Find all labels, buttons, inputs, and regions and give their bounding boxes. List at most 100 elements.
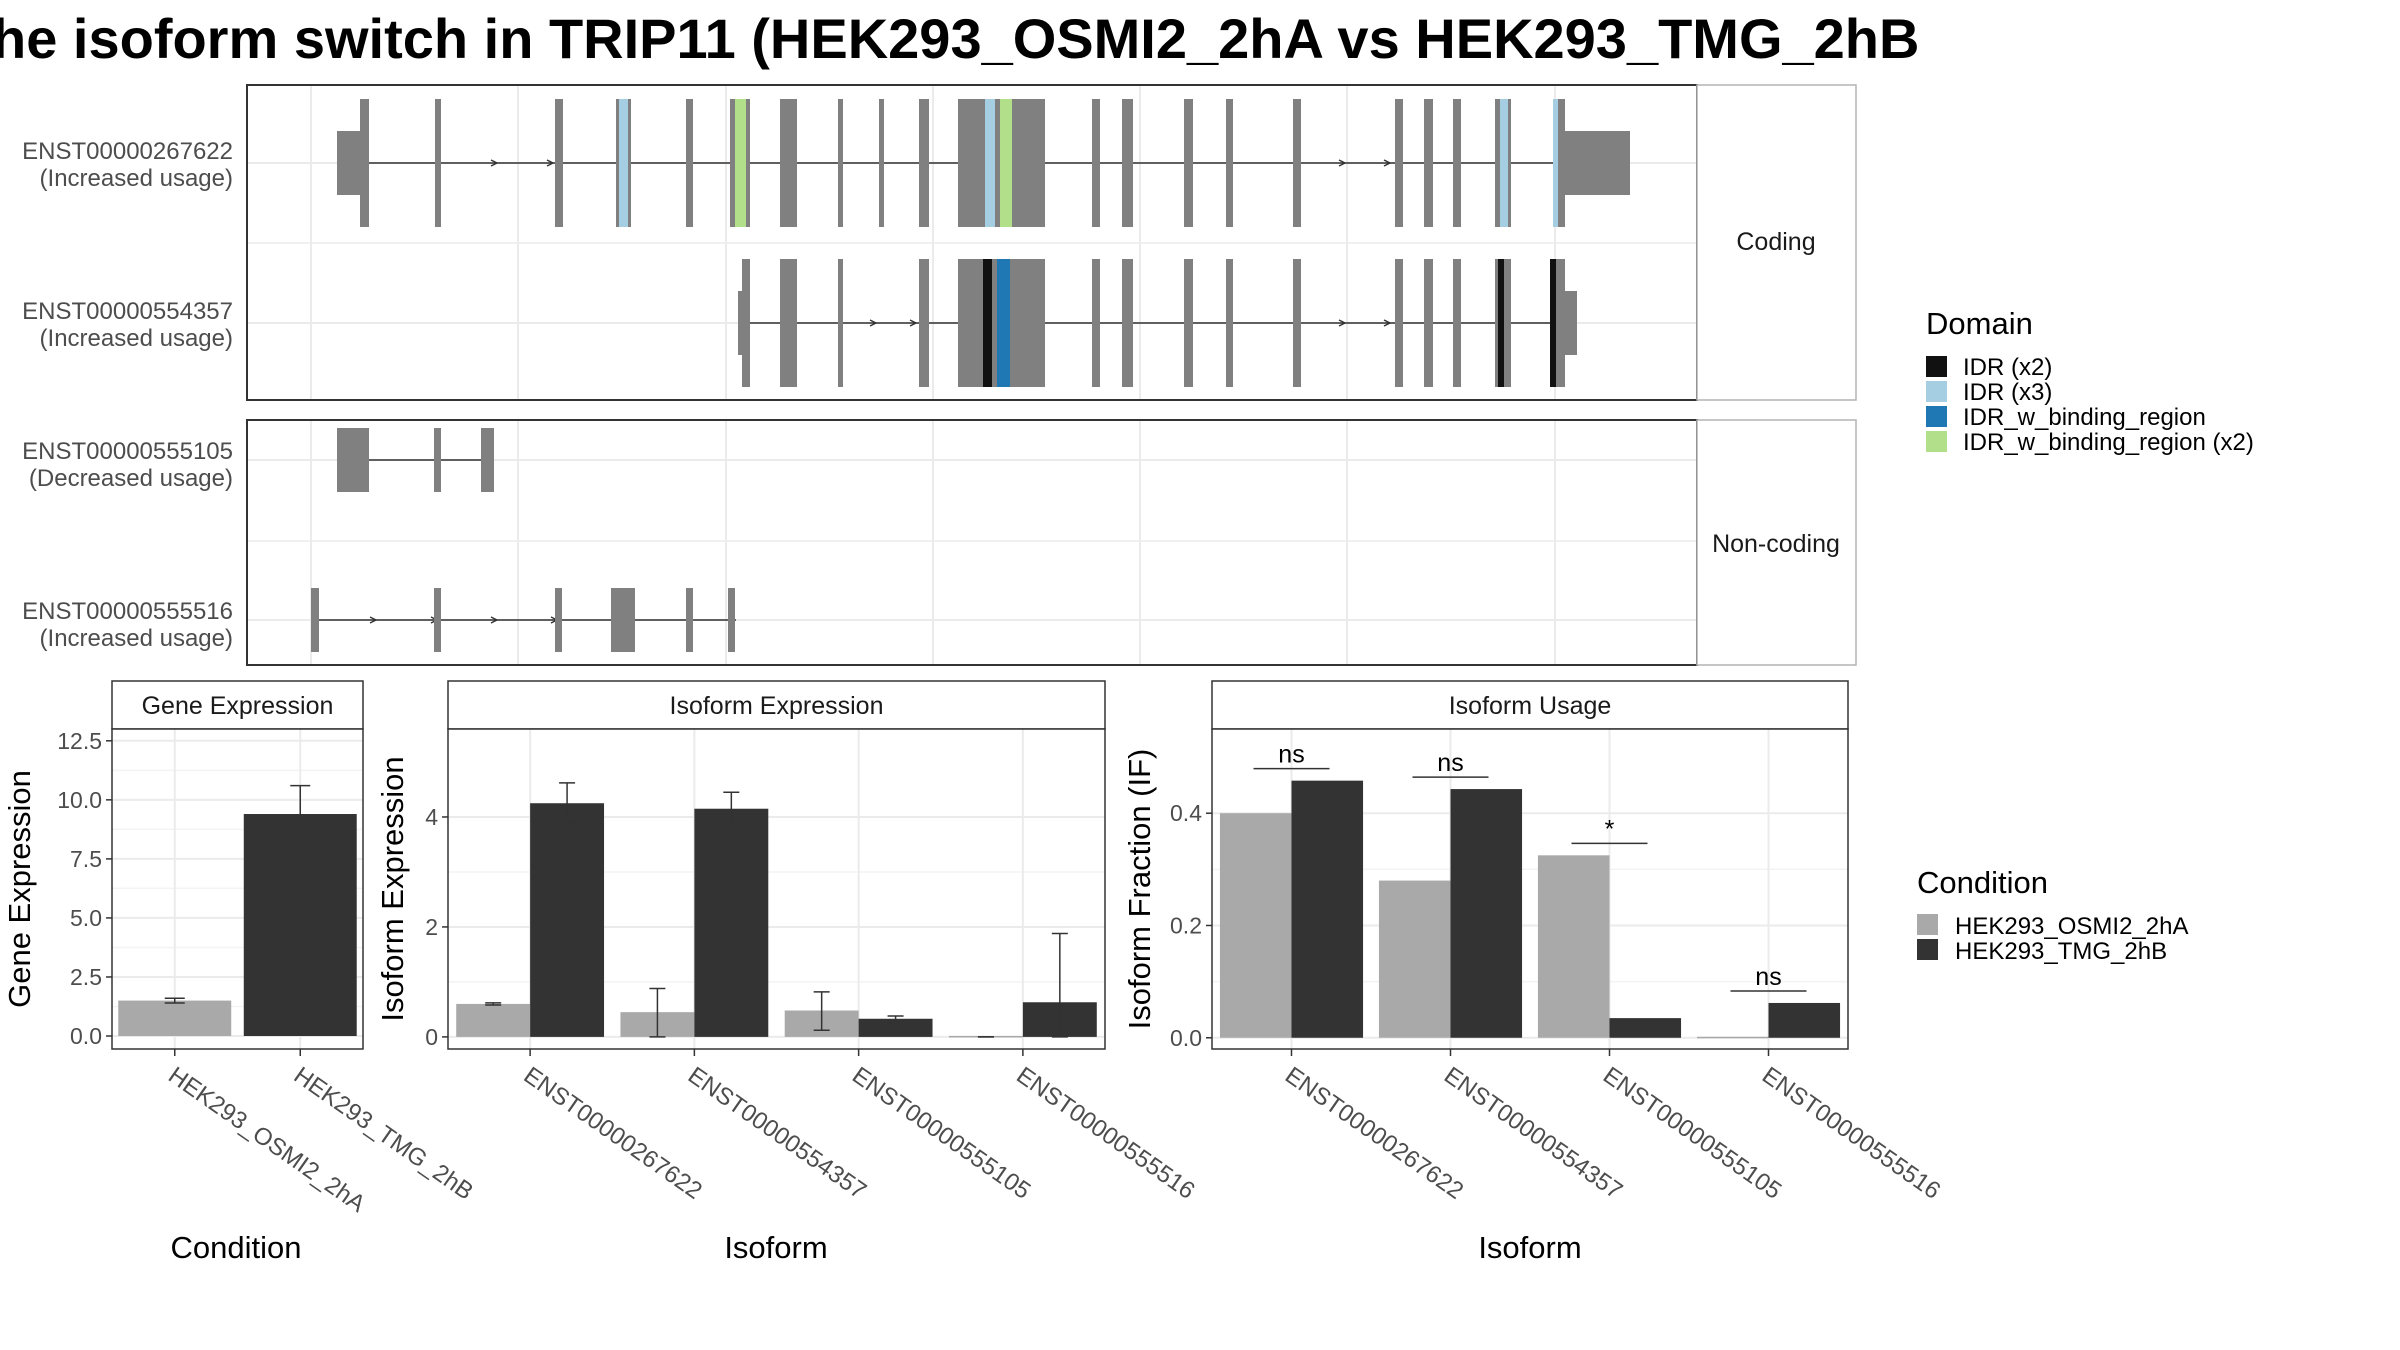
isoform-1-exon: [879, 99, 884, 227]
isoform-1-exon: [1184, 99, 1193, 227]
chart-significance-label: ns: [1278, 741, 1304, 769]
chart-ylabel: Gene Expression: [2, 770, 37, 1008]
domain-legend-swatch-idr-x3: [1926, 381, 1947, 402]
chart-strip: [447, 680, 1106, 730]
coding-facet-strip: [1696, 84, 1857, 401]
isoform-1-exon: [919, 99, 929, 227]
isoform-2-exon: [1122, 259, 1133, 387]
isoform-4-exon: [686, 588, 693, 652]
isoform-3-exon: [434, 428, 441, 492]
isoform-1-domain-idr-x3: [1553, 99, 1558, 227]
chart-xtick-label: ENST00000554357: [683, 1062, 871, 1205]
domain-legend-label-idr-binding: IDR_w_binding_region: [1963, 404, 2206, 431]
isoform-2-domain-idr-x2: [1498, 259, 1504, 387]
isoform-label-4-usage: (Increased usage): [40, 625, 233, 652]
isoform-2-exon: [1395, 259, 1403, 387]
isoform-1-exon: [1395, 99, 1403, 227]
isoform-1-exon: [1122, 99, 1133, 227]
isoform-2-exon: [1453, 259, 1461, 387]
condition-legend-label-b: HEK293_TMG_2hB: [1955, 938, 2167, 965]
domain-legend-swatch-idr-x2: [1926, 356, 1947, 377]
isoform-4-exon: [311, 588, 319, 652]
isoform-2-domain-idr-x2: [983, 259, 992, 387]
isoform-1-exon: [555, 99, 563, 227]
isoform-2-exon: [1184, 259, 1193, 387]
isoform-4-exon: [728, 588, 735, 652]
chart-bar: [858, 1018, 933, 1037]
isoform-2-strand-arrow: [869, 319, 878, 327]
isoform-1-exon: [1092, 99, 1100, 227]
chart-bar: [1450, 789, 1523, 1038]
chart-bar: [1219, 813, 1292, 1038]
isoform-1-strand-arrow: [1383, 159, 1392, 167]
chart-xtick-label: ENST00000555516: [1011, 1062, 1199, 1205]
chart-ytick-label: 12.5: [57, 728, 102, 754]
chart-significance-label: *: [1605, 815, 1615, 843]
chart-xlabel: Isoform: [724, 1230, 827, 1265]
coding-facet-label: Coding: [1736, 228, 1815, 256]
isoform-2-utr-exon: [1565, 291, 1577, 355]
chart-bar: [1291, 780, 1364, 1038]
chart-bar: [1768, 1002, 1841, 1038]
noncoding-facet-strip: [1696, 419, 1857, 666]
chart-xtick-label: ENST00000267622: [519, 1062, 707, 1205]
isoform-4-exon: [555, 588, 562, 652]
chart-significance-label: ns: [1437, 749, 1463, 777]
condition-legend-label-a: HEK293_OSMI2_2hA: [1955, 913, 2188, 940]
isoform-label-2-usage: (Increased usage): [40, 325, 233, 352]
domain-legend-label-idr-binding-x2: IDR_w_binding_region (x2): [1963, 429, 2254, 456]
expression-charts: Gene Expression0.02.55.07.510.012.5HEK29…: [2, 680, 1945, 1265]
chart-ytick-label: 0.2: [1170, 912, 1202, 938]
isoform-2-exon: [1226, 259, 1233, 387]
isoform-2-exon: [1424, 259, 1433, 387]
chart-xlabel: Isoform: [1478, 1230, 1581, 1265]
chart-bar: [1537, 855, 1610, 1038]
structure-tracks: [311, 99, 1630, 652]
chart-strip-title: Isoform Expression: [670, 692, 884, 720]
isoform-1-exon: [360, 99, 369, 227]
isoform-1-exon: [686, 99, 693, 227]
isoform-1-domain-idr-binding-x2: [1000, 99, 1012, 227]
chart-bar: [1696, 1036, 1769, 1039]
chart-ytick-label: 4: [425, 804, 438, 830]
chart-bar: [456, 1003, 531, 1037]
isoform-1-strand-arrow: [490, 159, 499, 167]
isoform-label-4-id: ENST00000555516: [22, 598, 233, 625]
isoform-2-exon: [780, 259, 797, 387]
chart-ytick-label: 7.5: [70, 846, 102, 872]
chart-ytick-label: 0: [425, 1024, 438, 1050]
domain-legend-swatch-idr-binding: [1926, 406, 1947, 427]
chart-bar: [1378, 880, 1451, 1038]
isoform-1-strand-arrow: [546, 159, 555, 167]
isoform-label-1-usage: (Increased usage): [40, 165, 233, 192]
chart-strip-title: Gene Expression: [142, 692, 334, 720]
isoform-1-domain-idr-x3: [1500, 99, 1508, 227]
isoform-label-3-usage: (Decreased usage): [29, 465, 233, 492]
isoform-1-strand-arrow: [1338, 159, 1347, 167]
chart-ytick-label: 2.5: [70, 964, 102, 990]
isoform-2-exon: [1293, 259, 1301, 387]
isoform-1-exon: [1424, 99, 1433, 227]
isoform-4-strand-arrow: [490, 616, 499, 624]
chart-ytick-label: 0.0: [1170, 1025, 1202, 1051]
chart-ytick-label: 2: [425, 914, 438, 940]
isoform-4-exon: [434, 588, 441, 652]
chart-ylabel: Isoform Fraction (IF): [1122, 749, 1157, 1030]
chart-ylabel: Isoform Expression: [375, 756, 410, 1021]
isoform-1-utr-exon: [1565, 131, 1630, 195]
isoform-label-3-id: ENST00000555105: [22, 438, 233, 465]
isoform-3-exon: [481, 428, 494, 492]
chart-border: [1211, 728, 1849, 1050]
condition-legend: Condition HEK293_OSMI2_2hA HEK293_TMG_2h…: [1917, 865, 2188, 965]
chart-panel-3: Isoform Usage0.00.20.4ENST00000267622ENS…: [1122, 680, 1945, 1265]
isoform-2-exon: [919, 259, 929, 387]
domain-legend-label-idr-x2: IDR (x2): [1963, 354, 2052, 381]
isoform-1-exon: [780, 99, 797, 227]
isoform-2-domain-idr-binding: [997, 259, 1010, 387]
domain-legend-title: Domain: [1926, 306, 2033, 341]
isoform-1-exon: [435, 99, 441, 227]
isoform-2-exon: [838, 259, 843, 387]
chart-border: [447, 728, 1106, 1050]
